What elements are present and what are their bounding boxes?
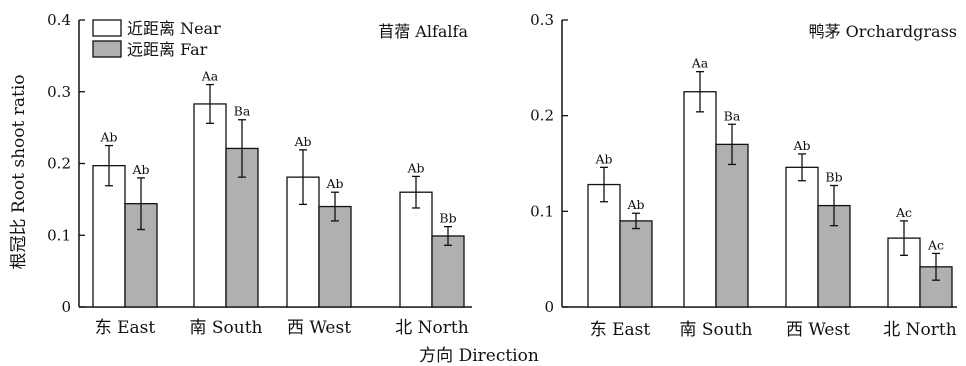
significance-label: Ab: [594, 151, 612, 166]
y-tick-label: 0.2: [530, 107, 554, 125]
y-tick-label: 0.4: [47, 11, 71, 29]
panel-alfalfa: 0 0.1 0.2 0.3 0.4 苜蓿 Alfalfa 东 East Ab Ab 南 South…: [47, 11, 472, 338]
y-tick-label: 0.2: [47, 155, 71, 173]
bar-far: [318, 205, 352, 308]
bar-near: [399, 191, 433, 308]
panel-title: 鸭茅 Orchardgrass: [809, 22, 957, 41]
legend-swatch: [92, 40, 122, 58]
significance-label: Ab: [293, 134, 311, 149]
y-tick-label: 0.3: [530, 11, 554, 29]
significance-label: Ab: [792, 138, 810, 153]
x-tick-label: 东 East: [590, 320, 651, 340]
panel-orchardgrass: 0 0.1 0.2 0.3 鸭茅 Orchardgrass 东 East Ab Ab 南 Sou…: [530, 11, 957, 340]
significance-label: Ac: [895, 205, 912, 220]
significance-label: Ba: [724, 108, 741, 123]
x-tick-label: 西 West: [287, 318, 351, 338]
bar-far: [431, 235, 465, 308]
bar-near: [785, 166, 819, 308]
significance-label: Bb: [825, 170, 842, 185]
significance-label: Aa: [201, 69, 219, 84]
legend: 近距离 Near 远距离 Far: [92, 19, 221, 59]
panel-title: 苜蓿 Alfalfa: [378, 22, 468, 41]
bar-near: [193, 103, 227, 308]
significance-label: Ab: [99, 130, 117, 145]
y-tick-label: 0.3: [47, 83, 71, 101]
significance-label: Ba: [234, 104, 251, 119]
y-axis-label: 根冠比 Root shoot ratio: [9, 74, 29, 269]
bar-near: [587, 183, 621, 308]
x-tick-label: 南 South: [189, 318, 262, 338]
bar-far: [619, 220, 653, 308]
y-tick-label: 0: [544, 298, 554, 316]
significance-label: Aa: [691, 56, 709, 71]
y-tick-label: 0.1: [47, 226, 71, 244]
bar-far: [715, 143, 749, 308]
x-tick-label: 北 North: [395, 318, 468, 338]
bar-near: [683, 91, 717, 308]
y-tick-label: 0: [61, 298, 71, 316]
significance-label: Bb: [439, 211, 456, 226]
y-tick-label: 0.1: [530, 202, 554, 220]
x-tick-label: 东 East: [95, 318, 156, 338]
legend-swatch: [92, 19, 122, 37]
bar-near: [92, 165, 126, 308]
significance-label: Ab: [406, 160, 424, 175]
x-axis-label: 方向 Direction: [419, 346, 539, 366]
legend-label: 远距离 Far: [127, 40, 208, 59]
x-tick-label: 西 West: [786, 320, 850, 340]
significance-label: Ab: [626, 197, 644, 212]
legend-label: 近距离 Near: [127, 19, 221, 38]
significance-label: Ab: [131, 162, 149, 177]
significance-label: Ac: [927, 237, 944, 252]
x-tick-label: 北 North: [883, 320, 956, 340]
x-tick-label: 南 South: [679, 320, 752, 340]
significance-label: Ab: [325, 176, 343, 191]
